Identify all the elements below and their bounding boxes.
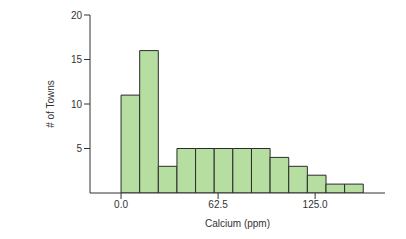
svg-text:10: 10 — [71, 99, 83, 110]
svg-text:5: 5 — [76, 143, 82, 154]
svg-text:# of Towns: # of Towns — [45, 80, 56, 128]
svg-text:Calcium (ppm): Calcium (ppm) — [205, 218, 270, 229]
svg-text:62.5: 62.5 — [208, 199, 228, 210]
svg-text:20: 20 — [71, 10, 83, 21]
svg-text:0.0: 0.0 — [114, 199, 128, 210]
svg-text:125.0: 125.0 — [303, 199, 328, 210]
svg-text:15: 15 — [71, 54, 83, 65]
